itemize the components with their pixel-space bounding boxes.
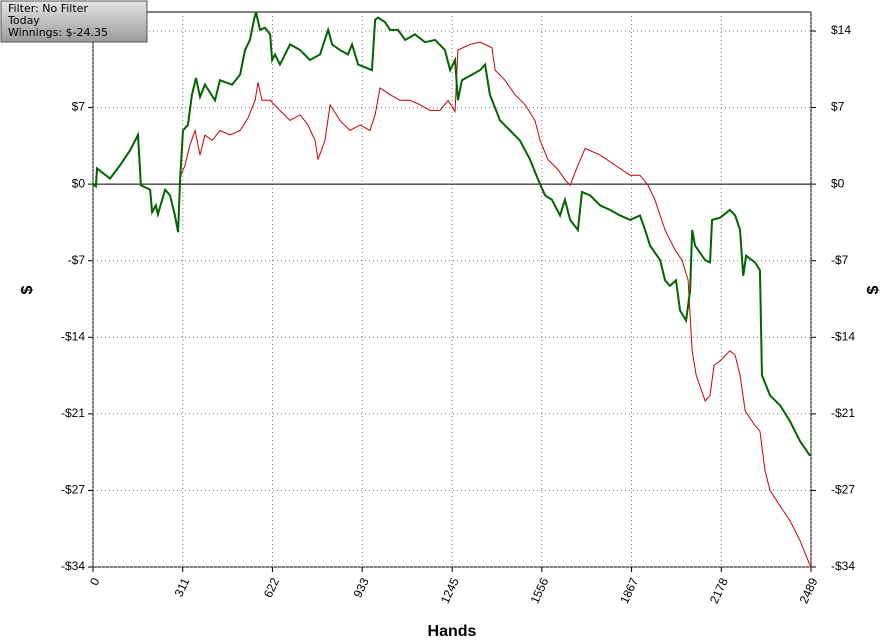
- x-tick-label: 0: [87, 575, 103, 587]
- filter-info: Winnings: $-24.35: [8, 26, 108, 39]
- filter-info: Filter: No Filter: [8, 2, 88, 15]
- y-tick-label: -$27: [61, 483, 85, 497]
- filter-box: [0, 0, 148, 43]
- y2-tick-label: $0: [831, 176, 845, 190]
- x-tick-label: 1245: [438, 575, 462, 605]
- y2-tick-label: -$21: [831, 406, 855, 420]
- x-tick-label: 2489: [797, 575, 821, 605]
- y-tick-label: -$7: [68, 253, 86, 267]
- x-tick-label: 933: [351, 575, 372, 599]
- y2-axis-label: $: [865, 285, 882, 294]
- x-tick-label: 1556: [527, 575, 551, 605]
- series-line: [92, 11, 811, 457]
- y2-tick-label: $14: [831, 23, 851, 37]
- y-tick-label: $7: [72, 100, 86, 114]
- x-tick-label: 622: [261, 575, 282, 599]
- y-tick-label: -$34: [61, 559, 85, 573]
- y-tick-label: $0: [72, 176, 86, 190]
- y2-tick-label: -$14: [831, 329, 855, 343]
- x-axis-label: Hands: [428, 623, 477, 640]
- y-axis-label: $: [19, 285, 36, 294]
- filter-info: Today: [7, 14, 40, 27]
- y2-tick-label: -$7: [831, 253, 849, 267]
- series-line: [179, 41, 812, 568]
- y-tick-label: -$14: [61, 329, 85, 343]
- x-tick-label: 311: [172, 575, 193, 599]
- y2-tick-label: -$34: [831, 559, 855, 573]
- y2-tick-label: -$27: [831, 483, 855, 497]
- y-tick-label: -$21: [61, 406, 85, 420]
- x-tick-label: 2178: [707, 575, 731, 605]
- x-tick-label: 1867: [617, 575, 641, 605]
- y2-tick-label: $7: [831, 100, 845, 114]
